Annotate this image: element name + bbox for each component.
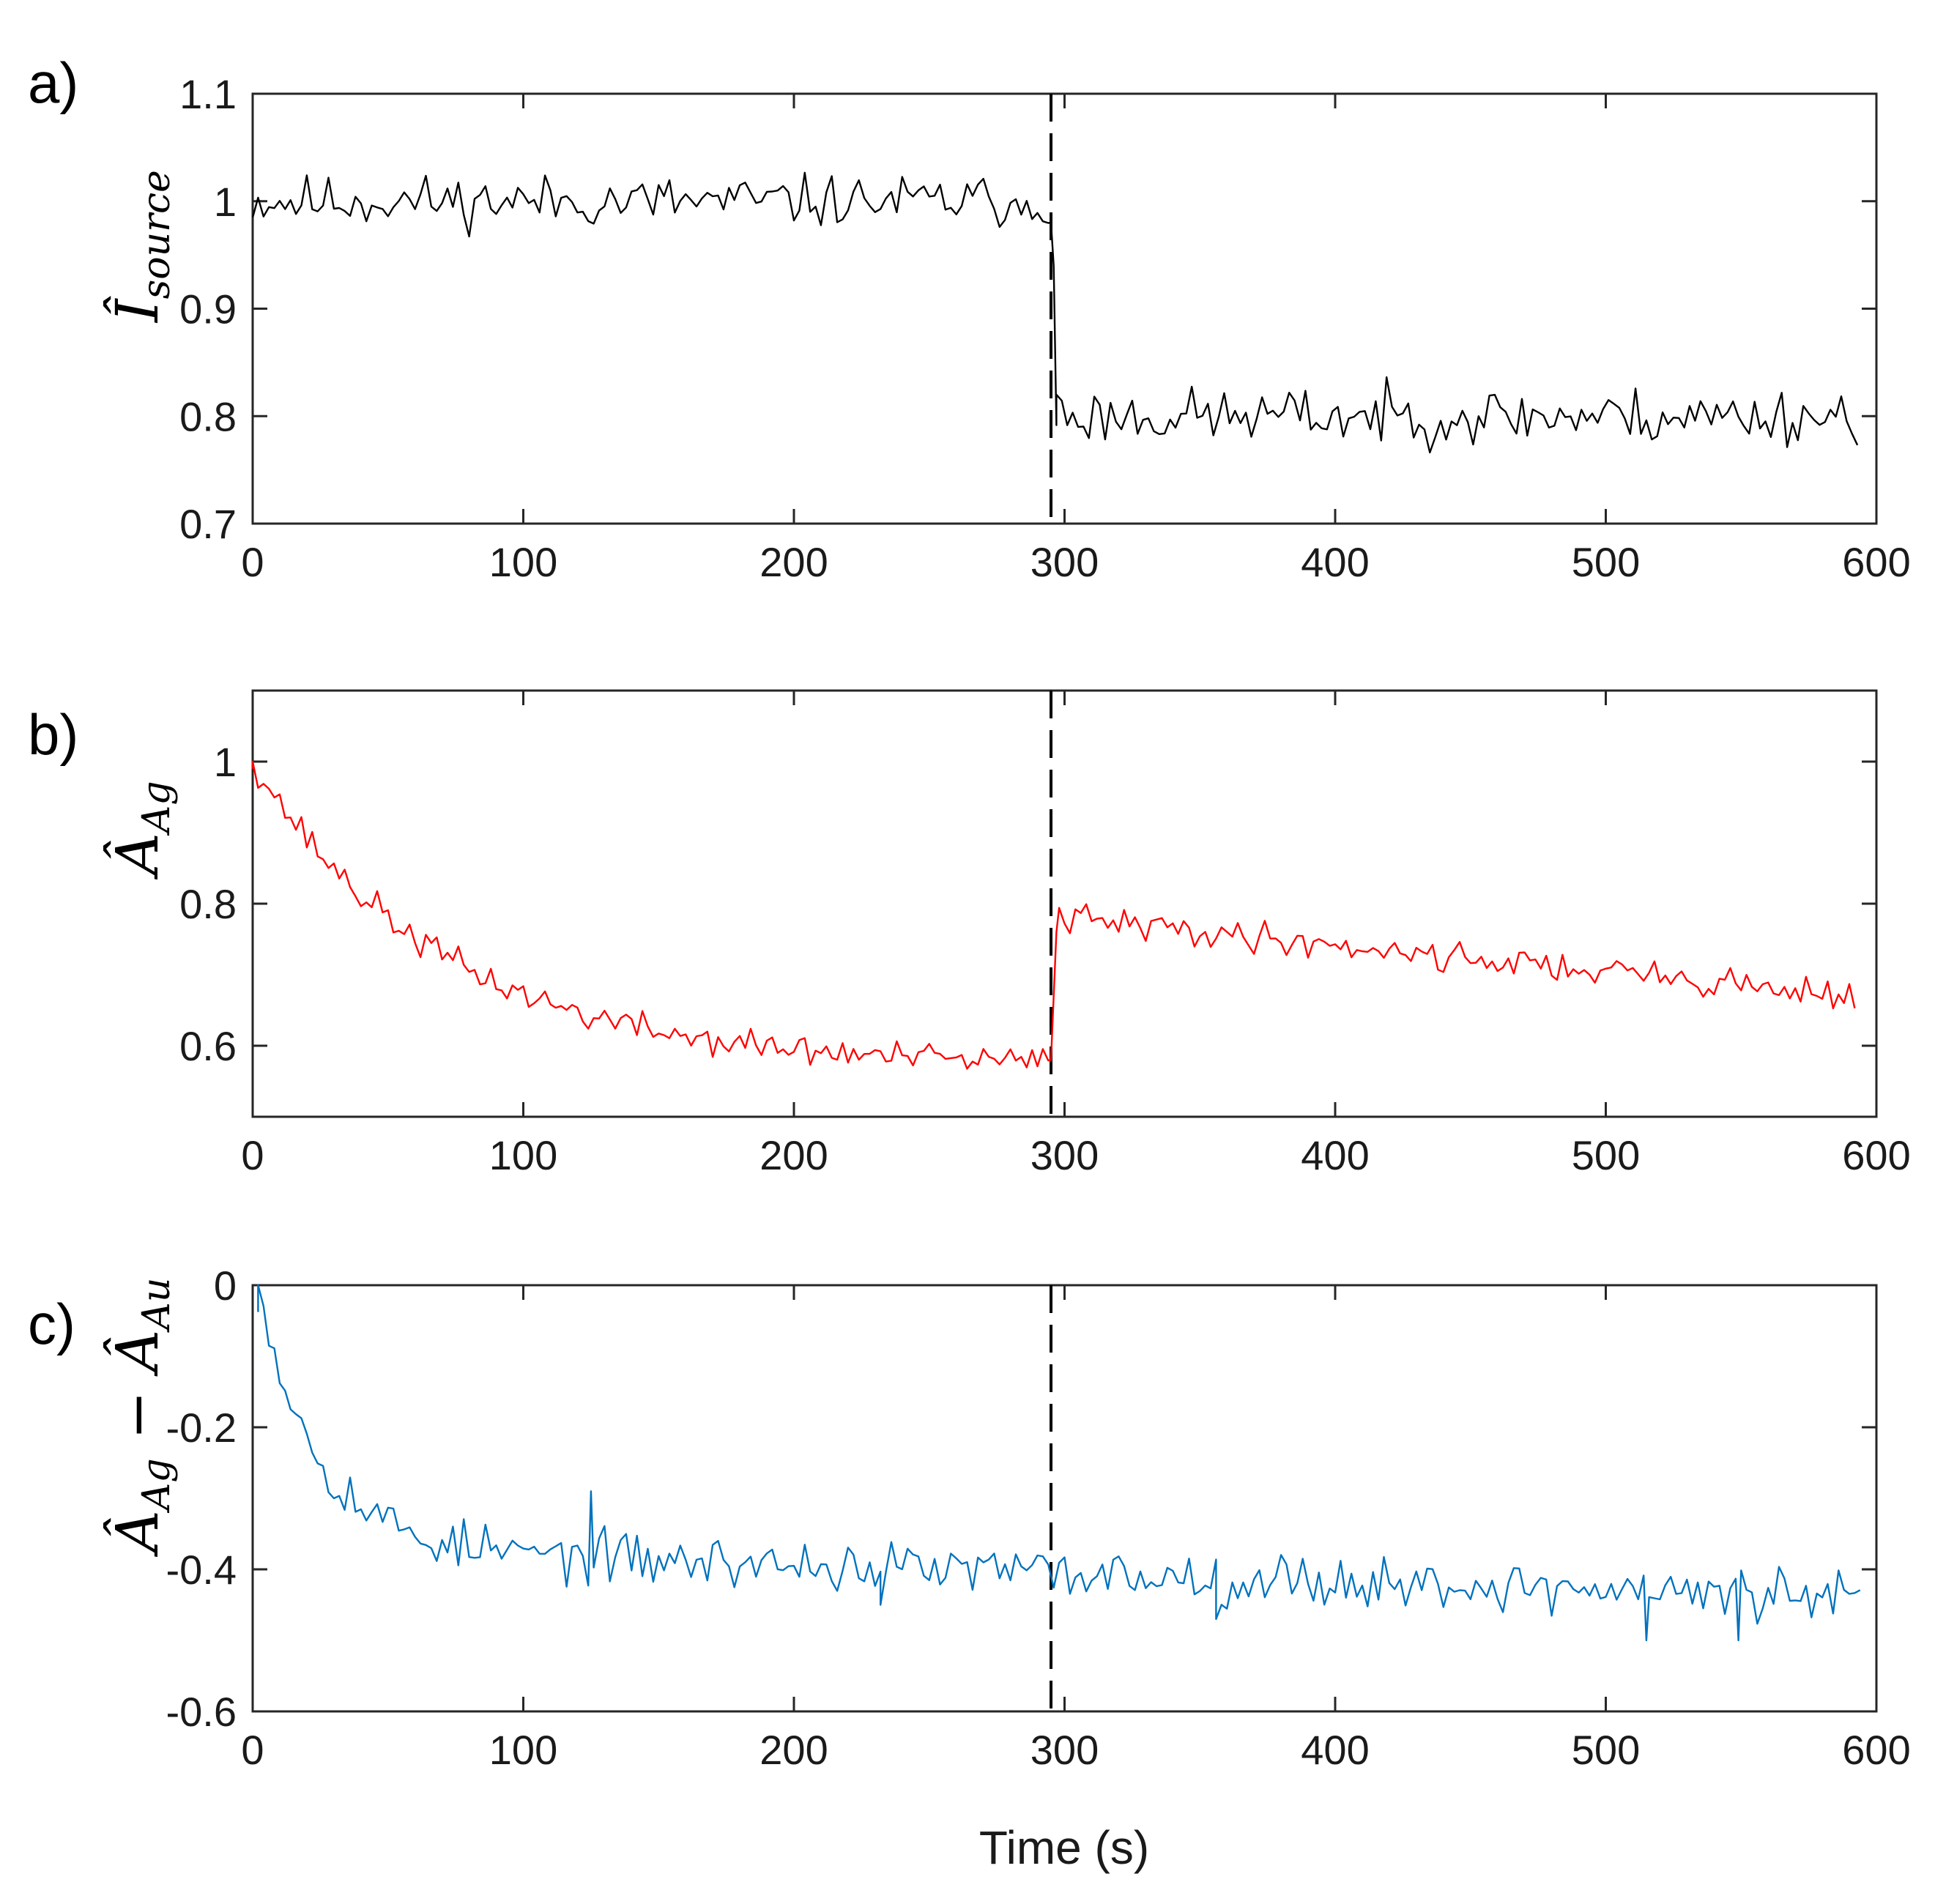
- x-tick-label: 100: [489, 1132, 557, 1178]
- x-tick-label: 600: [1842, 539, 1910, 585]
- x-tick-label: 400: [1301, 1132, 1369, 1178]
- x-tick-label: 0: [241, 1132, 264, 1178]
- series-line-A_Ag: [251, 760, 1856, 1070]
- series-line-A_Ag_minus_A_Au: [257, 1284, 1861, 1642]
- axes-frame: [251, 92, 1878, 525]
- x-axis-label: Time (s): [979, 1821, 1149, 1874]
- x-tick-label: 0: [241, 1727, 264, 1773]
- series-line-I_source: [251, 171, 1859, 454]
- axes-frame: [251, 1284, 1878, 1713]
- y-tick-label: -0.6: [166, 1689, 237, 1735]
- y-tick-label: 0.7: [179, 501, 237, 547]
- y-tick-label: 1: [214, 179, 237, 225]
- y-axis-label-c: ÂAg − ÂAu: [103, 1278, 179, 1558]
- y-tick-label: -0.2: [166, 1405, 237, 1451]
- y-tick-label: 1: [214, 739, 237, 785]
- x-tick-label: 600: [1842, 1132, 1910, 1178]
- y-tick-label: 0: [214, 1262, 237, 1309]
- y-tick-label: 0.9: [179, 286, 237, 332]
- plot-area-a: 0 100 200 300 400 500 600 0.7 0.8 0.9 1 1.1: [179, 71, 1911, 585]
- x-tick-label: 100: [489, 1727, 557, 1773]
- y-axis-label-a: Îsource: [103, 170, 179, 324]
- axes-frame: [251, 689, 1878, 1118]
- x-tick-label: 300: [1030, 539, 1099, 585]
- x-tick-label: 400: [1301, 539, 1369, 585]
- x-tick-label: 500: [1572, 539, 1640, 585]
- y-tick-label: 1.1: [179, 71, 237, 117]
- y-tick-label: 0.6: [179, 1023, 237, 1069]
- x-tick-label: 0: [241, 539, 264, 585]
- x-tick-label: 200: [759, 1132, 828, 1178]
- panel-label-b: b): [28, 702, 78, 767]
- panel-label-c: c): [28, 1292, 75, 1356]
- panel-label-a: a): [28, 51, 78, 115]
- x-tick-label: 500: [1572, 1727, 1640, 1773]
- plot-area-b: 0 100 200 300 400 500 600 0.6 0.8 1: [179, 689, 1911, 1178]
- panel-a: a) Îsource 0 100 200 300 400 500 600 0.7 0.8 0.9 1…: [28, 51, 1911, 585]
- panel-c: c) ÂAg − ÂAu 0 100 200 300 400 500 600 -0.6 -0.4…: [28, 1262, 1911, 1874]
- x-tick-label: 300: [1030, 1727, 1099, 1773]
- x-tick-label: 200: [759, 1727, 828, 1773]
- x-tick-label: 500: [1572, 1132, 1640, 1178]
- x-tick-label: 100: [489, 539, 557, 585]
- x-tick-label: 600: [1842, 1727, 1910, 1773]
- plot-area-c: 0 100 200 300 400 500 600 -0.6 -0.4 -0.2 0: [166, 1262, 1911, 1773]
- y-tick-label: 0.8: [179, 881, 237, 927]
- x-tick-label: 200: [759, 539, 828, 585]
- panel-b: b) ÂAg 0 100 200 300 400 500 600 0.6 0.8 1: [28, 689, 1911, 1178]
- y-tick-label: -0.4: [166, 1547, 237, 1593]
- y-axis-label-b: ÂAg: [103, 781, 179, 880]
- x-tick-label: 400: [1301, 1727, 1369, 1773]
- x-tick-label: 300: [1030, 1132, 1099, 1178]
- y-tick-label: 0.8: [179, 393, 237, 439]
